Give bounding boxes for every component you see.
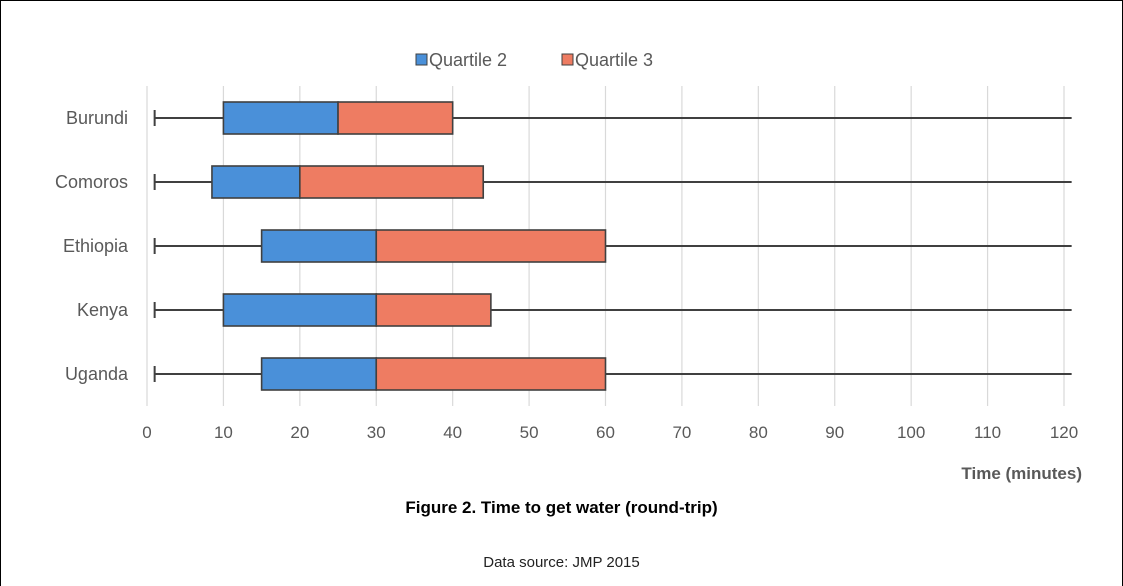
bars	[211, 101, 607, 391]
bar-q3	[375, 293, 492, 327]
bar-q3	[375, 229, 607, 263]
category-label: Burundi	[66, 108, 128, 128]
legend-swatch	[561, 53, 574, 66]
legend-label: Quartile 2	[429, 50, 507, 70]
bar-q3	[375, 357, 607, 391]
bar-q2	[211, 165, 301, 199]
x-tick-label: 30	[367, 423, 386, 442]
category-label: Ethiopia	[63, 236, 129, 256]
legend: Quartile 2 Quartile 3	[415, 50, 653, 70]
x-tick-label: 20	[290, 423, 309, 442]
x-tick-label: 0	[142, 423, 151, 442]
x-tick-label: 70	[672, 423, 691, 442]
bar-q2	[222, 293, 378, 327]
bar-q2	[222, 101, 339, 135]
legend-swatch	[415, 53, 428, 66]
x-tick-label: 90	[825, 423, 844, 442]
x-tick-label: 110	[974, 423, 1001, 442]
x-tick-label: 60	[596, 423, 615, 442]
bar-q2	[260, 357, 378, 391]
x-tick-label: 40	[443, 423, 462, 442]
x-axis-title: Time (minutes)	[961, 464, 1082, 483]
bar-q2	[260, 229, 378, 263]
legend-label: Quartile 3	[575, 50, 653, 70]
bar-q3	[299, 165, 485, 199]
legend-item: Quartile 2	[415, 50, 507, 70]
x-tick-label: 80	[749, 423, 768, 442]
figure-caption: Figure 2. Time to get water (round-trip)	[405, 498, 718, 517]
legend-item: Quartile 3	[561, 50, 653, 70]
x-tick-label: 10	[214, 423, 233, 442]
category-label: Comoros	[55, 172, 128, 192]
x-tick-label: 100	[897, 423, 925, 442]
category-label: Kenya	[77, 300, 129, 320]
x-tick-label: 120	[1050, 423, 1078, 442]
category-labels: Burundi Comoros Ethiopia Kenya Uganda	[55, 108, 129, 384]
bar-q3	[337, 101, 454, 135]
data-source: Data source: JMP 2015	[483, 554, 640, 571]
x-tick-label: 50	[520, 423, 539, 442]
category-label: Uganda	[65, 364, 129, 384]
tick-labels: 0 10 20 30 40 50 60 70 80 90 100 110 120	[142, 423, 1078, 442]
